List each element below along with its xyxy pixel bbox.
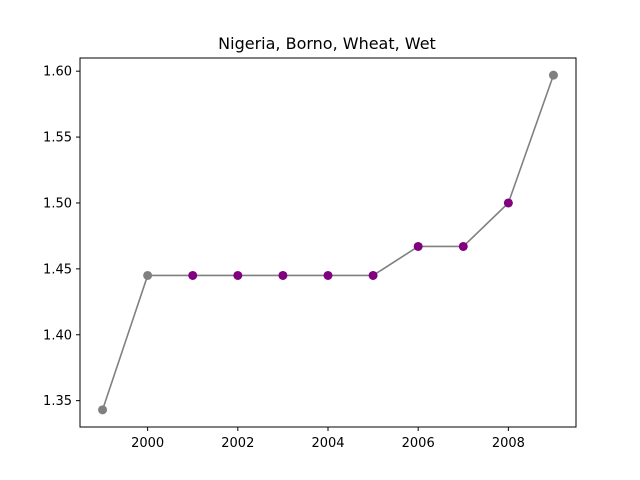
plot-area [98,70,558,415]
y-tick-label: 1.55 [43,131,72,146]
data-point [458,241,468,251]
data-point [368,270,378,280]
chart-title: Nigeria, Borno, Wheat, Wet [218,34,436,53]
data-point [503,198,513,208]
data-point [233,270,243,280]
x-tick-label: 2000 [131,436,164,451]
x-tick-label: 2002 [221,436,254,451]
y-tick-label: 1.50 [43,196,72,211]
x-tick-label: 2004 [311,436,344,451]
data-point [98,405,108,415]
data-point [413,241,423,251]
plot-frame [79,57,577,428]
series-line [101,74,555,411]
x-tick-label: 2006 [402,436,435,451]
y-tick-label: 1.40 [43,328,72,343]
x-tick-label: 2008 [492,436,525,451]
y-tick-label: 1.45 [43,262,72,277]
data-point [278,270,288,280]
data-point [548,70,558,80]
data-point [143,270,153,280]
y-tick-label: 1.35 [43,394,72,409]
x-axis-ticks: 2000 2002 2004 2006 2008 [131,427,525,451]
y-tick-label: 1.60 [43,65,72,80]
data-point [323,270,333,280]
y-axis-ticks: 1.35 1.40 1.45 1.50 1.55 1.60 [43,65,80,409]
data-point [188,270,198,280]
